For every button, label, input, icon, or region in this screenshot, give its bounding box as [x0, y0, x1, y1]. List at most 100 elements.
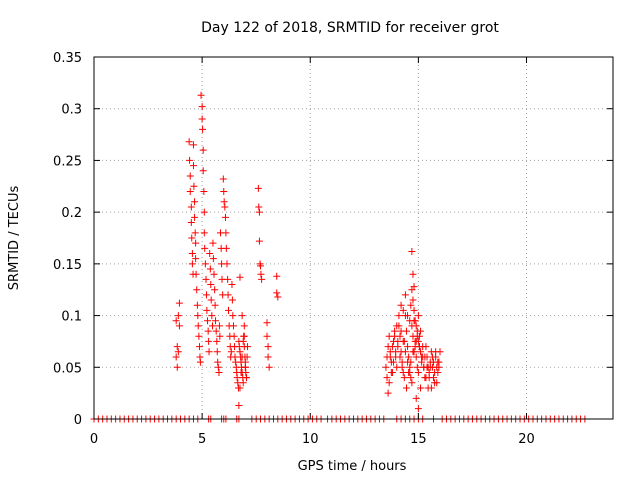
- data-point: [230, 332, 238, 340]
- data-point: [414, 405, 422, 413]
- plot-frame: [93, 56, 614, 420]
- x-tick-label: 0: [90, 432, 98, 447]
- data-point: [433, 379, 441, 387]
- data-point: [423, 363, 431, 371]
- data-point: [409, 270, 417, 278]
- data-point: [188, 250, 196, 258]
- grid-lines: [94, 57, 613, 419]
- data-point: [410, 283, 418, 291]
- data-point: [225, 306, 233, 314]
- data-point: [427, 384, 435, 392]
- y-tick-label: 0.2: [61, 206, 82, 221]
- data-point: [408, 247, 416, 255]
- data-point: [228, 296, 236, 304]
- data-point: [414, 337, 422, 345]
- data-point: [406, 368, 414, 376]
- data-point: [412, 394, 420, 402]
- data-point: [192, 270, 200, 278]
- x-axis-label: GPS time / hours: [298, 459, 407, 474]
- data-point: [417, 327, 425, 335]
- data-point: [199, 146, 207, 154]
- data-point: [204, 317, 212, 325]
- data-point: [428, 353, 436, 361]
- data-point: [220, 187, 228, 195]
- data-point: [236, 384, 244, 392]
- y-tick-label: 0.35: [53, 51, 82, 66]
- data-point: [201, 244, 209, 252]
- data-point: [413, 332, 421, 340]
- data-point: [172, 317, 180, 325]
- data-point: [382, 363, 390, 371]
- data-point: [417, 384, 425, 392]
- data-point: [383, 374, 391, 382]
- data-point: [221, 213, 229, 221]
- data-point: [214, 358, 222, 366]
- data-point: [192, 239, 200, 247]
- y-tick-label: 0.05: [53, 361, 82, 376]
- data-point: [239, 379, 247, 387]
- data-point: [196, 358, 204, 366]
- data-point: [236, 348, 244, 356]
- data-point: [207, 296, 215, 304]
- data-point: [207, 281, 215, 289]
- data-point: [399, 337, 407, 345]
- data-point: [273, 272, 281, 280]
- data-point: [210, 270, 218, 278]
- data-points: [90, 91, 589, 423]
- data-point: [192, 255, 200, 263]
- data-point: [242, 374, 250, 382]
- data-point: [407, 301, 415, 309]
- data-point: [228, 281, 236, 289]
- data-point: [222, 244, 230, 252]
- data-point: [255, 203, 263, 211]
- y-tick-label: 0.3: [61, 103, 82, 118]
- y-tick-label: 0.1: [61, 310, 82, 325]
- data-point: [189, 162, 197, 170]
- data-point: [263, 332, 271, 340]
- data-point: [396, 353, 404, 361]
- data-point: [224, 291, 232, 299]
- data-point: [206, 265, 214, 273]
- data-point: [388, 343, 396, 351]
- data-point: [208, 312, 216, 320]
- data-point: [195, 332, 203, 340]
- data-point: [173, 343, 181, 351]
- y-axis-label: SRMTID / TECUs: [7, 186, 22, 291]
- data-point: [401, 348, 409, 356]
- data-point: [189, 141, 197, 149]
- data-point: [221, 203, 229, 211]
- data-point: [390, 358, 398, 366]
- data-point: [193, 301, 201, 309]
- data-point: [274, 293, 282, 301]
- data-point: [202, 291, 210, 299]
- data-point: [409, 296, 417, 304]
- data-point: [229, 312, 237, 320]
- data-point: [407, 374, 415, 382]
- y-tick-label: 0: [74, 413, 82, 428]
- data-point: [212, 327, 220, 335]
- data-point: [186, 187, 194, 195]
- data-point: [400, 374, 408, 382]
- data-point: [209, 239, 217, 247]
- data-point: [219, 175, 227, 183]
- data-point: [187, 218, 195, 226]
- data-point: [186, 156, 194, 164]
- data-point: [173, 363, 181, 371]
- data-point: [174, 312, 182, 320]
- data-point: [387, 368, 395, 376]
- data-point: [239, 337, 247, 345]
- data-point: [223, 260, 231, 268]
- data-point: [200, 229, 208, 237]
- data-point: [194, 312, 202, 320]
- data-point: [392, 348, 400, 356]
- data-point: [172, 353, 180, 361]
- data-point: [264, 343, 272, 351]
- data-point: [188, 234, 196, 242]
- data-point: [201, 260, 209, 268]
- data-point: [257, 262, 265, 270]
- data-point: [175, 322, 183, 330]
- data-point: [412, 322, 420, 330]
- data-point: [185, 138, 193, 146]
- y-tick-label: 0.25: [53, 154, 82, 169]
- data-point: [401, 291, 409, 299]
